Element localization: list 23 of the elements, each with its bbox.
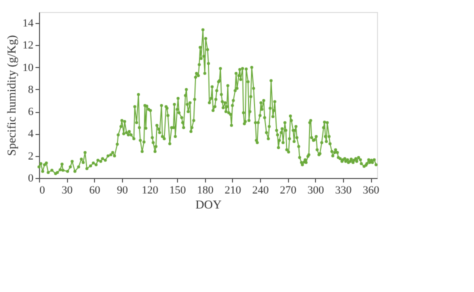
x-tick-label: 240: [252, 184, 270, 196]
y-tick-label: 12: [22, 40, 34, 52]
x-tick-label: 90: [116, 184, 128, 196]
x-tick-label: 180: [197, 184, 214, 196]
x-tick-label: 270: [280, 184, 297, 196]
x-tick-label: 150: [169, 184, 186, 196]
y-tick-label: 14: [22, 18, 34, 30]
y-tick-label: 2: [28, 150, 34, 162]
x-tick-label: 330: [335, 184, 352, 196]
y-axis-title: Specific humidity (g/Kg): [4, 35, 18, 156]
x-tick-label: 210: [224, 184, 242, 196]
y-tick-label: 6: [28, 106, 34, 118]
x-axis-title: DOY: [196, 198, 222, 212]
x-tick-label: 120: [142, 184, 159, 196]
y-tick-label: 4: [28, 128, 34, 140]
x-tick-label: 0: [40, 184, 46, 196]
y-tick-label: 0: [28, 172, 34, 184]
x-tick-label: 300: [308, 184, 325, 196]
x-tick-label: 360: [362, 184, 380, 196]
y-tick-label: 8: [28, 84, 34, 96]
x-tick-label: 30: [62, 184, 74, 196]
x-tick-label: 60: [89, 184, 101, 196]
y-tick-label: 10: [22, 62, 34, 74]
